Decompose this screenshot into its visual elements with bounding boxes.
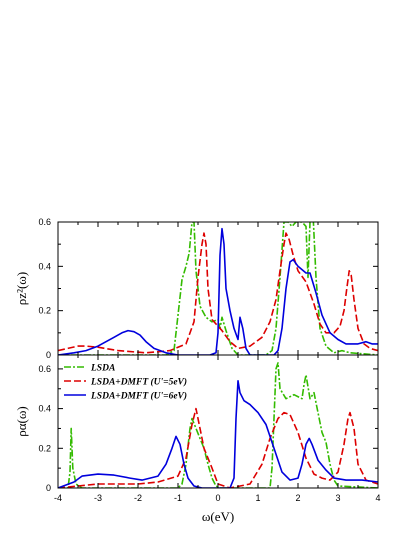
legend-label: LSDA+DMFT (U'=5eV)	[90, 377, 187, 388]
x-tick-label: 1	[255, 493, 260, 503]
x-tick-label: -2	[134, 493, 142, 503]
x-axis-title: ω(eV)	[202, 509, 234, 524]
series-line-top-2	[58, 227, 378, 355]
series-line-bottom-0	[58, 362, 378, 488]
top-panel: 0 0.2 0.4 0.6 ρz²(ω)	[14, 217, 379, 360]
x-tick-label: 0	[215, 493, 220, 503]
series-line-top-1	[58, 232, 378, 354]
y-tick-label: 0	[46, 350, 51, 360]
series-line-bottom-1	[58, 407, 378, 488]
legend: LSDA LSDA+DMFT (U'=5eV) LSDA+DMFT (U'=6eV)	[64, 364, 187, 402]
bottom-panel: 0 0.2 0.4 0.6 -4 -3 -2 -1 0 1 2 3 4 ρα(ω) ω(eV)	[14, 354, 381, 524]
x-tick-label: -4	[54, 493, 62, 503]
y-tick-label: 0	[46, 483, 51, 493]
legend-label: LSDA	[90, 364, 115, 374]
y-axis-title: ρα(ω)	[14, 406, 29, 437]
y-tick-label: 0.4	[38, 404, 51, 414]
series-line-bottom-2	[58, 380, 378, 488]
y-tick-label: 0.4	[38, 261, 51, 271]
plot-frame	[57, 354, 379, 489]
y-tick-label: 0.2	[38, 306, 51, 316]
legend-label: LSDA+DMFT (U'=6eV)	[90, 391, 187, 402]
x-tick-label: -1	[174, 493, 182, 503]
x-tick-label: 2	[295, 493, 300, 503]
y-tick-label: 0.6	[38, 217, 51, 227]
y-tick-label: 0.6	[38, 364, 51, 374]
x-tick-label: 4	[375, 493, 380, 503]
y-axis-title: ρz²(ω)	[14, 272, 29, 305]
series-line-top-0	[58, 222, 378, 355]
x-tick-label: 3	[335, 493, 340, 503]
x-tick-label: -3	[94, 493, 102, 503]
y-tick-label: 0.2	[38, 443, 51, 453]
